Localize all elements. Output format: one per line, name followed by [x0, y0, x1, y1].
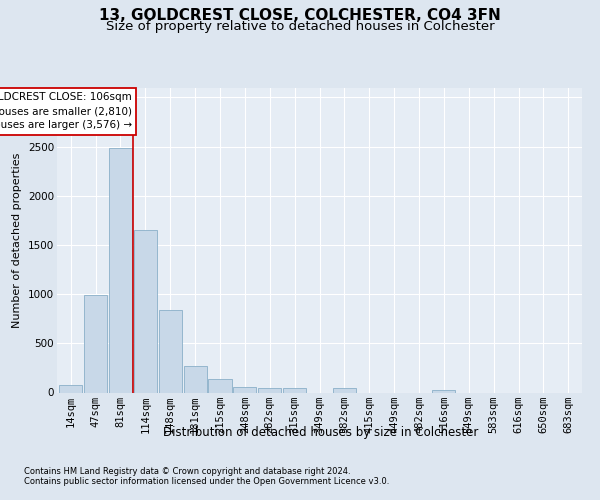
- Text: Size of property relative to detached houses in Colchester: Size of property relative to detached ho…: [106, 20, 494, 33]
- Bar: [208, 379, 232, 392]
- Bar: [84, 295, 107, 392]
- Bar: [258, 388, 281, 392]
- Text: 13 GOLDCREST CLOSE: 106sqm
← 44% of detached houses are smaller (2,810)
55% of s: 13 GOLDCREST CLOSE: 106sqm ← 44% of deta…: [0, 92, 131, 130]
- Bar: [283, 388, 306, 392]
- Bar: [433, 390, 455, 392]
- Bar: [184, 366, 206, 392]
- Bar: [233, 386, 256, 392]
- Text: Distribution of detached houses by size in Colchester: Distribution of detached houses by size …: [163, 426, 479, 439]
- Bar: [59, 385, 82, 392]
- Text: Contains public sector information licensed under the Open Government Licence v3: Contains public sector information licen…: [24, 477, 389, 486]
- Y-axis label: Number of detached properties: Number of detached properties: [13, 152, 22, 328]
- Bar: [333, 388, 356, 392]
- Bar: [158, 310, 182, 392]
- Text: Contains HM Land Registry data © Crown copyright and database right 2024.: Contains HM Land Registry data © Crown c…: [24, 467, 350, 476]
- Bar: [109, 148, 132, 392]
- Bar: [134, 230, 157, 392]
- Text: 13, GOLDCREST CLOSE, COLCHESTER, CO4 3FN: 13, GOLDCREST CLOSE, COLCHESTER, CO4 3FN: [99, 8, 501, 22]
